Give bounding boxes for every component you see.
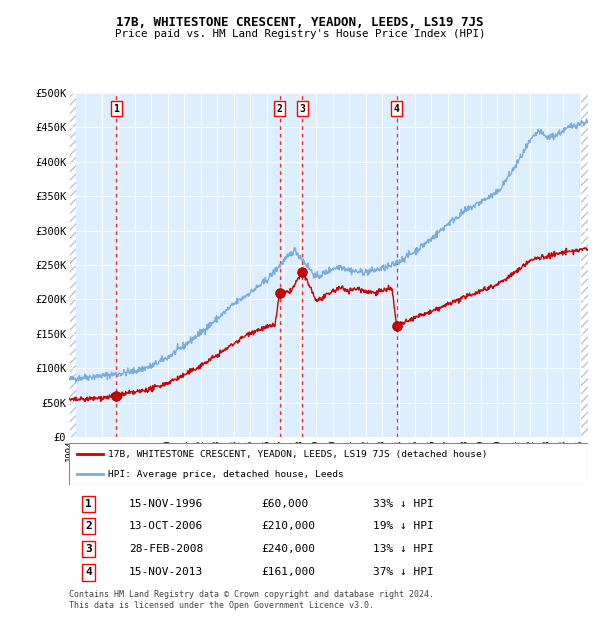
Text: £161,000: £161,000 [261, 567, 315, 577]
Text: Contains HM Land Registry data © Crown copyright and database right 2024.: Contains HM Land Registry data © Crown c… [69, 590, 434, 600]
Text: 4: 4 [85, 567, 92, 577]
Bar [581, 86, 588, 441]
Bar [69, 86, 76, 441]
Text: 1: 1 [113, 104, 119, 114]
Text: £60,000: £60,000 [261, 499, 308, 509]
Text: 4: 4 [394, 104, 400, 114]
Text: 2: 2 [277, 104, 283, 114]
Text: £240,000: £240,000 [261, 544, 315, 554]
Text: £210,000: £210,000 [261, 521, 315, 531]
Text: Price paid vs. HM Land Registry's House Price Index (HPI): Price paid vs. HM Land Registry's House … [115, 29, 485, 39]
FancyBboxPatch shape [69, 443, 588, 485]
Text: 17B, WHITESTONE CRESCENT, YEADON, LEEDS, LS19 7JS: 17B, WHITESTONE CRESCENT, YEADON, LEEDS,… [116, 16, 484, 29]
Text: 19% ↓ HPI: 19% ↓ HPI [373, 521, 433, 531]
Text: 37% ↓ HPI: 37% ↓ HPI [373, 567, 433, 577]
Text: 28-FEB-2008: 28-FEB-2008 [128, 544, 203, 554]
Text: HPI: Average price, detached house, Leeds: HPI: Average price, detached house, Leed… [108, 470, 344, 479]
Text: 2: 2 [85, 521, 92, 531]
Text: 13% ↓ HPI: 13% ↓ HPI [373, 544, 433, 554]
Text: This data is licensed under the Open Government Licence v3.0.: This data is licensed under the Open Gov… [69, 601, 374, 611]
Text: 17B, WHITESTONE CRESCENT, YEADON, LEEDS, LS19 7JS (detached house): 17B, WHITESTONE CRESCENT, YEADON, LEEDS,… [108, 450, 487, 459]
Text: 33% ↓ HPI: 33% ↓ HPI [373, 499, 433, 509]
Text: 13-OCT-2006: 13-OCT-2006 [128, 521, 203, 531]
Text: 3: 3 [299, 104, 305, 114]
Text: 3: 3 [85, 544, 92, 554]
Text: 15-NOV-2013: 15-NOV-2013 [128, 567, 203, 577]
Text: 1: 1 [85, 499, 92, 509]
Text: 15-NOV-1996: 15-NOV-1996 [128, 499, 203, 509]
